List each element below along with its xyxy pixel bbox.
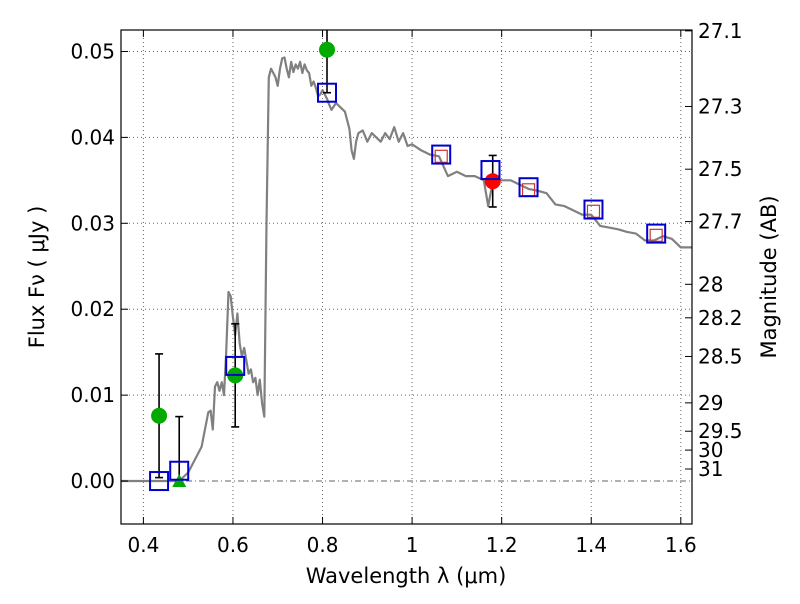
x-tick-label: 0.8 [307, 533, 339, 557]
y-tick-label: 0.04 [70, 125, 115, 149]
mag-tick-label: 27.3 [698, 94, 743, 118]
y2-axis-label: Magnitude (AB) [757, 195, 781, 358]
plot-frame [120, 29, 693, 525]
x-tick-label: 0.6 [217, 533, 249, 557]
red-square-point [434, 149, 448, 163]
blue-square-point [646, 223, 667, 244]
blue-square-point [149, 471, 170, 492]
mag-tick-label: 27.5 [698, 157, 743, 181]
y-tick-label: 0.02 [70, 297, 115, 321]
mag-tick-label: 27.1 [698, 19, 743, 43]
plot-marks [121, 30, 692, 492]
plot-area: 0.4 0.6 0.8 1 1.2 1.4 1.6 0.00 0.01 0.02 0.03 0.04 0… [70, 19, 743, 557]
green-circle-point [151, 407, 168, 424]
x-tick-label: 0.4 [127, 533, 159, 557]
y-tick-label: 0.00 [70, 469, 115, 493]
mag-tick-label: 29.5 [698, 419, 743, 443]
blue-square-point [518, 177, 539, 198]
x-tick-label: 1 [406, 533, 419, 557]
red-square-point [586, 204, 601, 218]
mag-tick-label: 28 [698, 272, 723, 296]
blue-square-point [169, 460, 190, 481]
green-circle-point [319, 41, 336, 58]
x-tick-label: 1.4 [575, 533, 607, 557]
blue-square-point [480, 160, 501, 181]
red-circle-point [484, 173, 501, 190]
mag-tick-label: 27.7 [698, 210, 743, 234]
mag-tick-label: 28.2 [698, 306, 743, 330]
x-tick-label: 1.2 [486, 533, 518, 557]
mag-tick-label: 31 [698, 457, 723, 481]
blue-square-point [317, 82, 338, 103]
mag-tick-label: 30 [698, 438, 723, 462]
y-tick-label: 0.03 [70, 211, 115, 235]
blue-square-point [225, 355, 246, 376]
y-tick-label: 0.01 [70, 383, 115, 407]
y-tick-label: 0.05 [70, 39, 115, 63]
mag-tick-label: 28.5 [698, 344, 743, 368]
x-axis-label: Wavelength λ (μm) [306, 564, 507, 588]
y-axis-label: Flux Fν ( μJy ) [25, 206, 49, 349]
blue-square-point [583, 199, 604, 220]
blue-square-point [431, 144, 452, 165]
x-tick-label: 1.6 [665, 533, 697, 557]
red-square-point [649, 228, 663, 242]
mag-tick-label: 29 [698, 391, 723, 415]
